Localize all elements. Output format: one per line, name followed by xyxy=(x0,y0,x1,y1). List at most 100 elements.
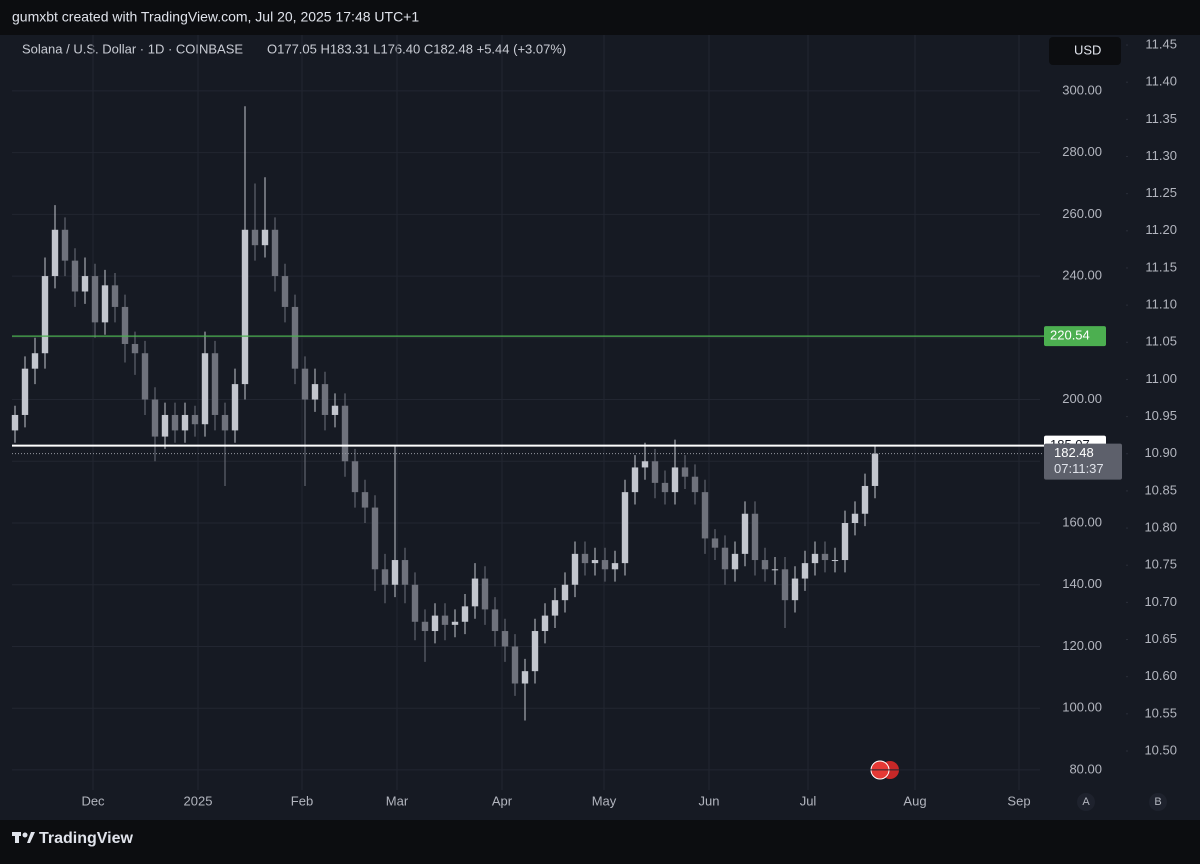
candle-body xyxy=(91,276,99,323)
candle-body xyxy=(221,414,229,431)
y-tick-label: 300.00 xyxy=(1062,82,1102,97)
level-label: 220.54 xyxy=(1050,328,1090,343)
x-tick-label: Jul xyxy=(800,793,817,808)
x-tick-label: Feb xyxy=(291,793,313,808)
x-tick-label: Mar xyxy=(386,793,409,808)
candle-body xyxy=(231,384,239,431)
candle-body xyxy=(361,492,369,508)
candle-body xyxy=(771,569,779,571)
candle-body xyxy=(791,578,799,601)
y-tick-label: 160.00 xyxy=(1062,514,1102,529)
y2-tick-label: 11.25 xyxy=(1145,185,1177,200)
candle-body xyxy=(291,306,299,369)
candle-body xyxy=(601,560,609,570)
candle-body xyxy=(781,569,789,601)
candle-body xyxy=(821,553,829,561)
candle-body xyxy=(21,368,29,415)
level-tag xyxy=(1044,326,1106,347)
candle-body xyxy=(761,560,769,570)
y2-tick-label: 10.60 xyxy=(1144,668,1177,683)
button-b[interactable] xyxy=(1149,793,1167,811)
candle-body xyxy=(121,306,129,344)
candle-body xyxy=(331,405,339,415)
x-tick-label: Dec xyxy=(81,793,105,808)
candle-body xyxy=(521,671,529,684)
y-tick-label: 120.00 xyxy=(1062,638,1102,653)
y2-tick-label: 11.45 xyxy=(1145,36,1177,51)
candle-body xyxy=(621,492,629,564)
candle-body xyxy=(441,615,449,625)
candle-body xyxy=(101,285,109,323)
candle-body xyxy=(721,547,729,570)
candle-body xyxy=(691,476,699,493)
y2-tick-label: 11.20 xyxy=(1145,222,1177,237)
x-tick-label: 2025 xyxy=(184,793,213,808)
candle-body xyxy=(411,584,419,622)
candle-body xyxy=(251,229,259,246)
y2-tick-label: 10.75 xyxy=(1144,557,1177,572)
candle-body xyxy=(641,461,649,468)
y2-tick-label: 11.10 xyxy=(1145,297,1177,312)
chart-area xyxy=(0,35,1200,820)
candle-body xyxy=(651,461,659,483)
y-tick-label: 100.00 xyxy=(1062,700,1102,715)
candle-body xyxy=(241,229,249,385)
y-tick-label: 140.00 xyxy=(1062,576,1102,591)
candle-body xyxy=(701,492,709,539)
candle-body xyxy=(571,553,579,585)
candle-body xyxy=(61,229,69,261)
candle-body xyxy=(191,414,199,425)
candle-body xyxy=(451,621,459,625)
candle-body xyxy=(381,569,389,585)
currency-label: USD xyxy=(1074,42,1101,57)
candle-body xyxy=(481,578,489,610)
candle-body xyxy=(591,560,599,564)
candle-body xyxy=(491,609,499,632)
currency-button[interactable] xyxy=(1049,37,1121,65)
y2-tick-label: 10.70 xyxy=(1144,594,1177,609)
candle-body xyxy=(751,513,759,561)
candle-body xyxy=(501,631,509,647)
candle-body xyxy=(461,606,469,622)
y2-tick-label: 10.90 xyxy=(1144,445,1177,460)
countdown-label: 07:11:37 xyxy=(1054,461,1104,476)
candle-body xyxy=(531,631,539,672)
candle-body xyxy=(81,276,89,292)
candle-body xyxy=(841,523,849,561)
candle-body xyxy=(201,353,209,425)
candle-body xyxy=(151,399,159,437)
candle-body xyxy=(401,560,409,585)
candle-body xyxy=(211,353,219,415)
candle-body xyxy=(41,276,49,354)
candle-body xyxy=(711,538,719,548)
button-b-label: B xyxy=(1154,796,1161,808)
candle-body xyxy=(611,563,619,570)
y-tick-label: 240.00 xyxy=(1062,268,1102,283)
y2-tick-label: 10.65 xyxy=(1144,631,1177,646)
header-text: gumxbt created with TradingView.com, Jul… xyxy=(12,9,419,25)
last-price-label: 182.48 xyxy=(1054,445,1094,460)
candle-body xyxy=(631,467,639,493)
candle-body xyxy=(681,467,689,477)
y2-tick-label: 10.85 xyxy=(1144,482,1177,497)
y2-tick-label: 11.40 xyxy=(1145,74,1177,89)
candle-body xyxy=(341,405,349,462)
candle-body xyxy=(731,553,739,570)
button-a-label: A xyxy=(1082,796,1090,808)
y2-tick-label: 11.35 xyxy=(1145,111,1177,126)
y2-tick-label: 11.00 xyxy=(1145,371,1177,386)
candle-body xyxy=(321,384,329,415)
candle-body xyxy=(871,453,879,486)
candle-body xyxy=(11,414,19,431)
y2-tick-label: 11.05 xyxy=(1145,334,1177,349)
candle-body xyxy=(801,563,809,579)
y-tick-label: 80.00 xyxy=(1069,761,1102,776)
candle-body xyxy=(851,513,859,524)
y2-tick-label: 11.30 xyxy=(1145,148,1177,163)
y2-tick-label: 10.80 xyxy=(1144,519,1177,534)
candle-body xyxy=(561,584,569,601)
x-tick-label: Apr xyxy=(492,793,513,808)
y-tick-label: 280.00 xyxy=(1062,144,1102,159)
button-a[interactable] xyxy=(1077,793,1095,811)
